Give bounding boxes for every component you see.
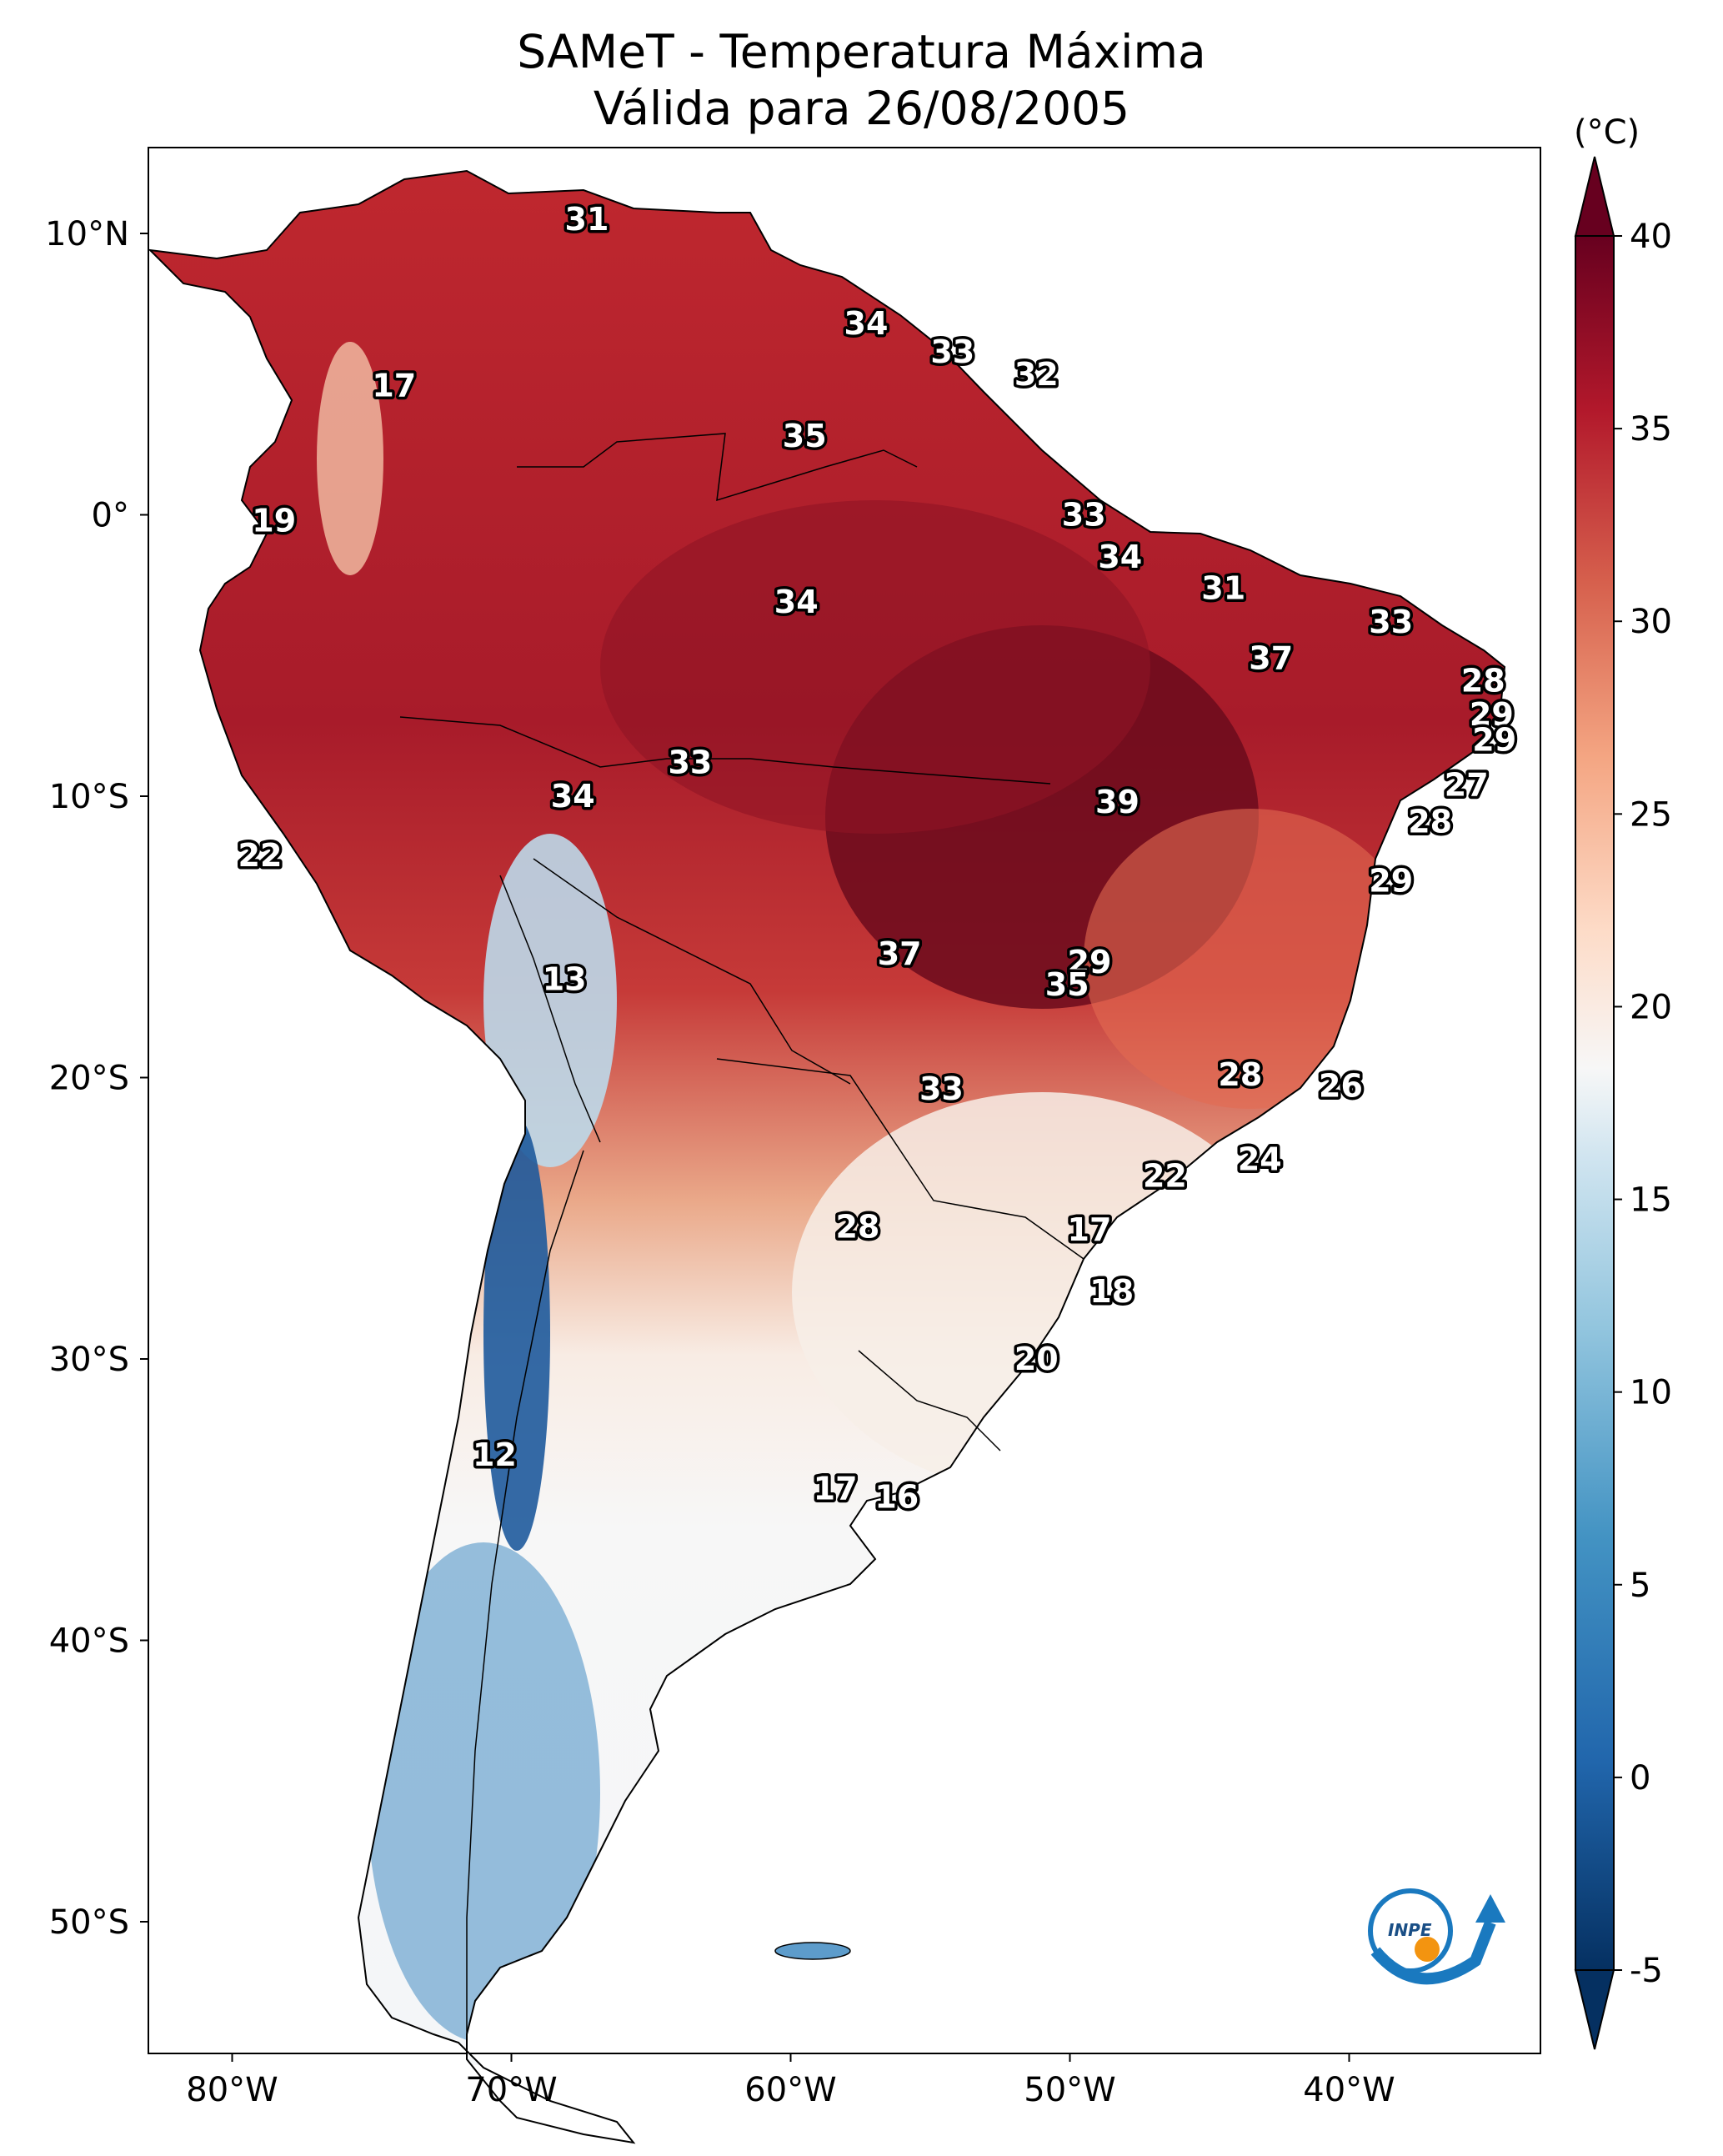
colorbar-tick-label: 35: [1630, 410, 1672, 449]
station-value-label: 31: [1201, 569, 1245, 606]
station-value-label: 37: [1249, 640, 1293, 677]
warm-zone: [600, 500, 1150, 834]
colorbar: (°C) 40 35 30 25 20 15 10 5 0 -5: [1574, 113, 1672, 2050]
lon-label: 50°W: [1024, 2071, 1115, 2109]
station-value-label: 39: [1095, 784, 1139, 820]
station-value-label: 34: [551, 778, 595, 815]
station-value-label: 31: [565, 201, 609, 238]
colombia-andes-cool: [317, 342, 383, 575]
border-chile-argentina: [466, 1150, 584, 2034]
lat-label: 10°S: [49, 778, 129, 816]
station-value-label: 34: [1098, 539, 1142, 575]
station-value-label: 18: [1089, 1273, 1134, 1310]
colorbar-body: [1575, 235, 1615, 1971]
station-value-label: 33: [668, 745, 712, 781]
colorbar-ticks: 40 35 30 25 20 15 10 5 0 -5: [1614, 218, 1672, 1990]
station-value-label: 19: [252, 502, 296, 539]
colorbar-tick-label: 15: [1630, 1181, 1672, 1220]
lat-label: 30°S: [49, 1341, 129, 1379]
axis-ticks: [140, 233, 1350, 2062]
border-north: [517, 433, 918, 502]
station-value-label: 13: [543, 960, 587, 997]
east-coast-zone: [1084, 809, 1417, 1109]
station-value-label: 28: [1408, 803, 1452, 840]
logo-arrowhead: [1475, 1894, 1505, 1923]
lon-label: 60°W: [744, 2071, 836, 2109]
station-value-label: 35: [1045, 966, 1089, 1003]
andes-cold-central: [483, 1117, 550, 1551]
border-paraguay: [716, 1058, 1084, 1260]
logo-swoosh: [1370, 1920, 1496, 1985]
station-value-label: 33: [1062, 497, 1106, 534]
colorbar-tick-label: 0: [1630, 1759, 1650, 1798]
station-value-label: 33: [1369, 604, 1413, 640]
lon-label: 80°W: [186, 2071, 278, 2109]
station-value-label: 37: [878, 935, 922, 972]
border-bolivia: [533, 858, 851, 1085]
inpe-logo: INPE: [1368, 1888, 1505, 1985]
station-value-label: 29: [1369, 862, 1413, 899]
patagonia-cold: [367, 1542, 600, 2043]
border-brazil-peru: [399, 716, 1051, 785]
logo-dot: [1415, 1937, 1440, 1962]
title-line-1: SAMeT - Temperatura Máxima: [517, 25, 1206, 78]
lat-label: 40°S: [49, 1622, 129, 1661]
station-value-label: 34: [774, 584, 819, 620]
colorbar-tick-label: -5: [1630, 1952, 1663, 1990]
colorbar-unit: (°C): [1574, 113, 1640, 152]
station-value-label: 17: [372, 367, 416, 404]
station-value-label: 17: [814, 1470, 858, 1507]
map-title: SAMeT - Temperatura Máxima Válida para 2…: [0, 23, 1723, 137]
colorbar-extend-max: [1574, 156, 1615, 237]
station-value-label: 17: [1068, 1211, 1112, 1248]
colorbar-extend-min: [1574, 1969, 1615, 2050]
border-uruguay: [858, 1350, 1001, 1452]
station-value-label: 27: [1445, 767, 1489, 804]
station-value-label: 28: [1461, 663, 1505, 699]
lon-label: 40°W: [1303, 2071, 1395, 2109]
station-value-label: 35: [783, 418, 827, 454]
station-value-label: 16: [874, 1478, 919, 1515]
station-value-label: 12: [473, 1436, 517, 1473]
colorbar-tick-label: 40: [1630, 218, 1672, 256]
lat-label: 20°S: [49, 1060, 129, 1098]
colorbar-tick-label: 5: [1630, 1567, 1650, 1605]
colorbar-tick-label: 20: [1630, 988, 1672, 1026]
station-value-label: 26: [1319, 1068, 1363, 1105]
station-value-label: 20: [1014, 1341, 1059, 1377]
border-chile-bolivia: [499, 875, 601, 1143]
lat-label: 10°N: [45, 215, 129, 253]
station-value-label: 28: [835, 1208, 879, 1245]
station-value-label: 29: [1068, 944, 1112, 980]
colorbar-tick-label: 30: [1630, 603, 1672, 641]
falkland-islands: [774, 1942, 851, 1960]
station-value-label: 22: [1143, 1158, 1187, 1195]
station-value-label: 34: [844, 305, 889, 342]
station-value-label: 22: [238, 837, 283, 874]
lat-label: 50°S: [49, 1903, 129, 1942]
logo-text: INPE: [1388, 1920, 1432, 1940]
station-value-label: 32: [1014, 356, 1059, 393]
station-value-label: 33: [919, 1070, 964, 1107]
lat-label: 0°: [92, 497, 129, 535]
colorbar-tick-label: 25: [1630, 795, 1672, 834]
country-borders: [399, 433, 1084, 2034]
station-values: 3117193534333233343133373428292927282939…: [235, 198, 1520, 1518]
colorbar-tick-label: 10: [1630, 1374, 1672, 1412]
title-line-2: Válida para 26/08/2005: [593, 82, 1130, 135]
latitude-labels: 10°N 0° 10°S 20°S 30°S 40°S 50°S: [45, 215, 129, 1942]
station-value-label: 29: [1470, 696, 1514, 733]
longitude-labels: 80°W 70°W 60°W 50°W 40°W: [186, 2071, 1395, 2109]
station-value-label: 28: [1218, 1056, 1262, 1093]
station-value-label: 29: [1472, 722, 1516, 759]
station-value-label: 24: [1238, 1141, 1282, 1177]
station-value-label: 33: [930, 333, 974, 370]
lon-label: 70°W: [465, 2071, 557, 2109]
